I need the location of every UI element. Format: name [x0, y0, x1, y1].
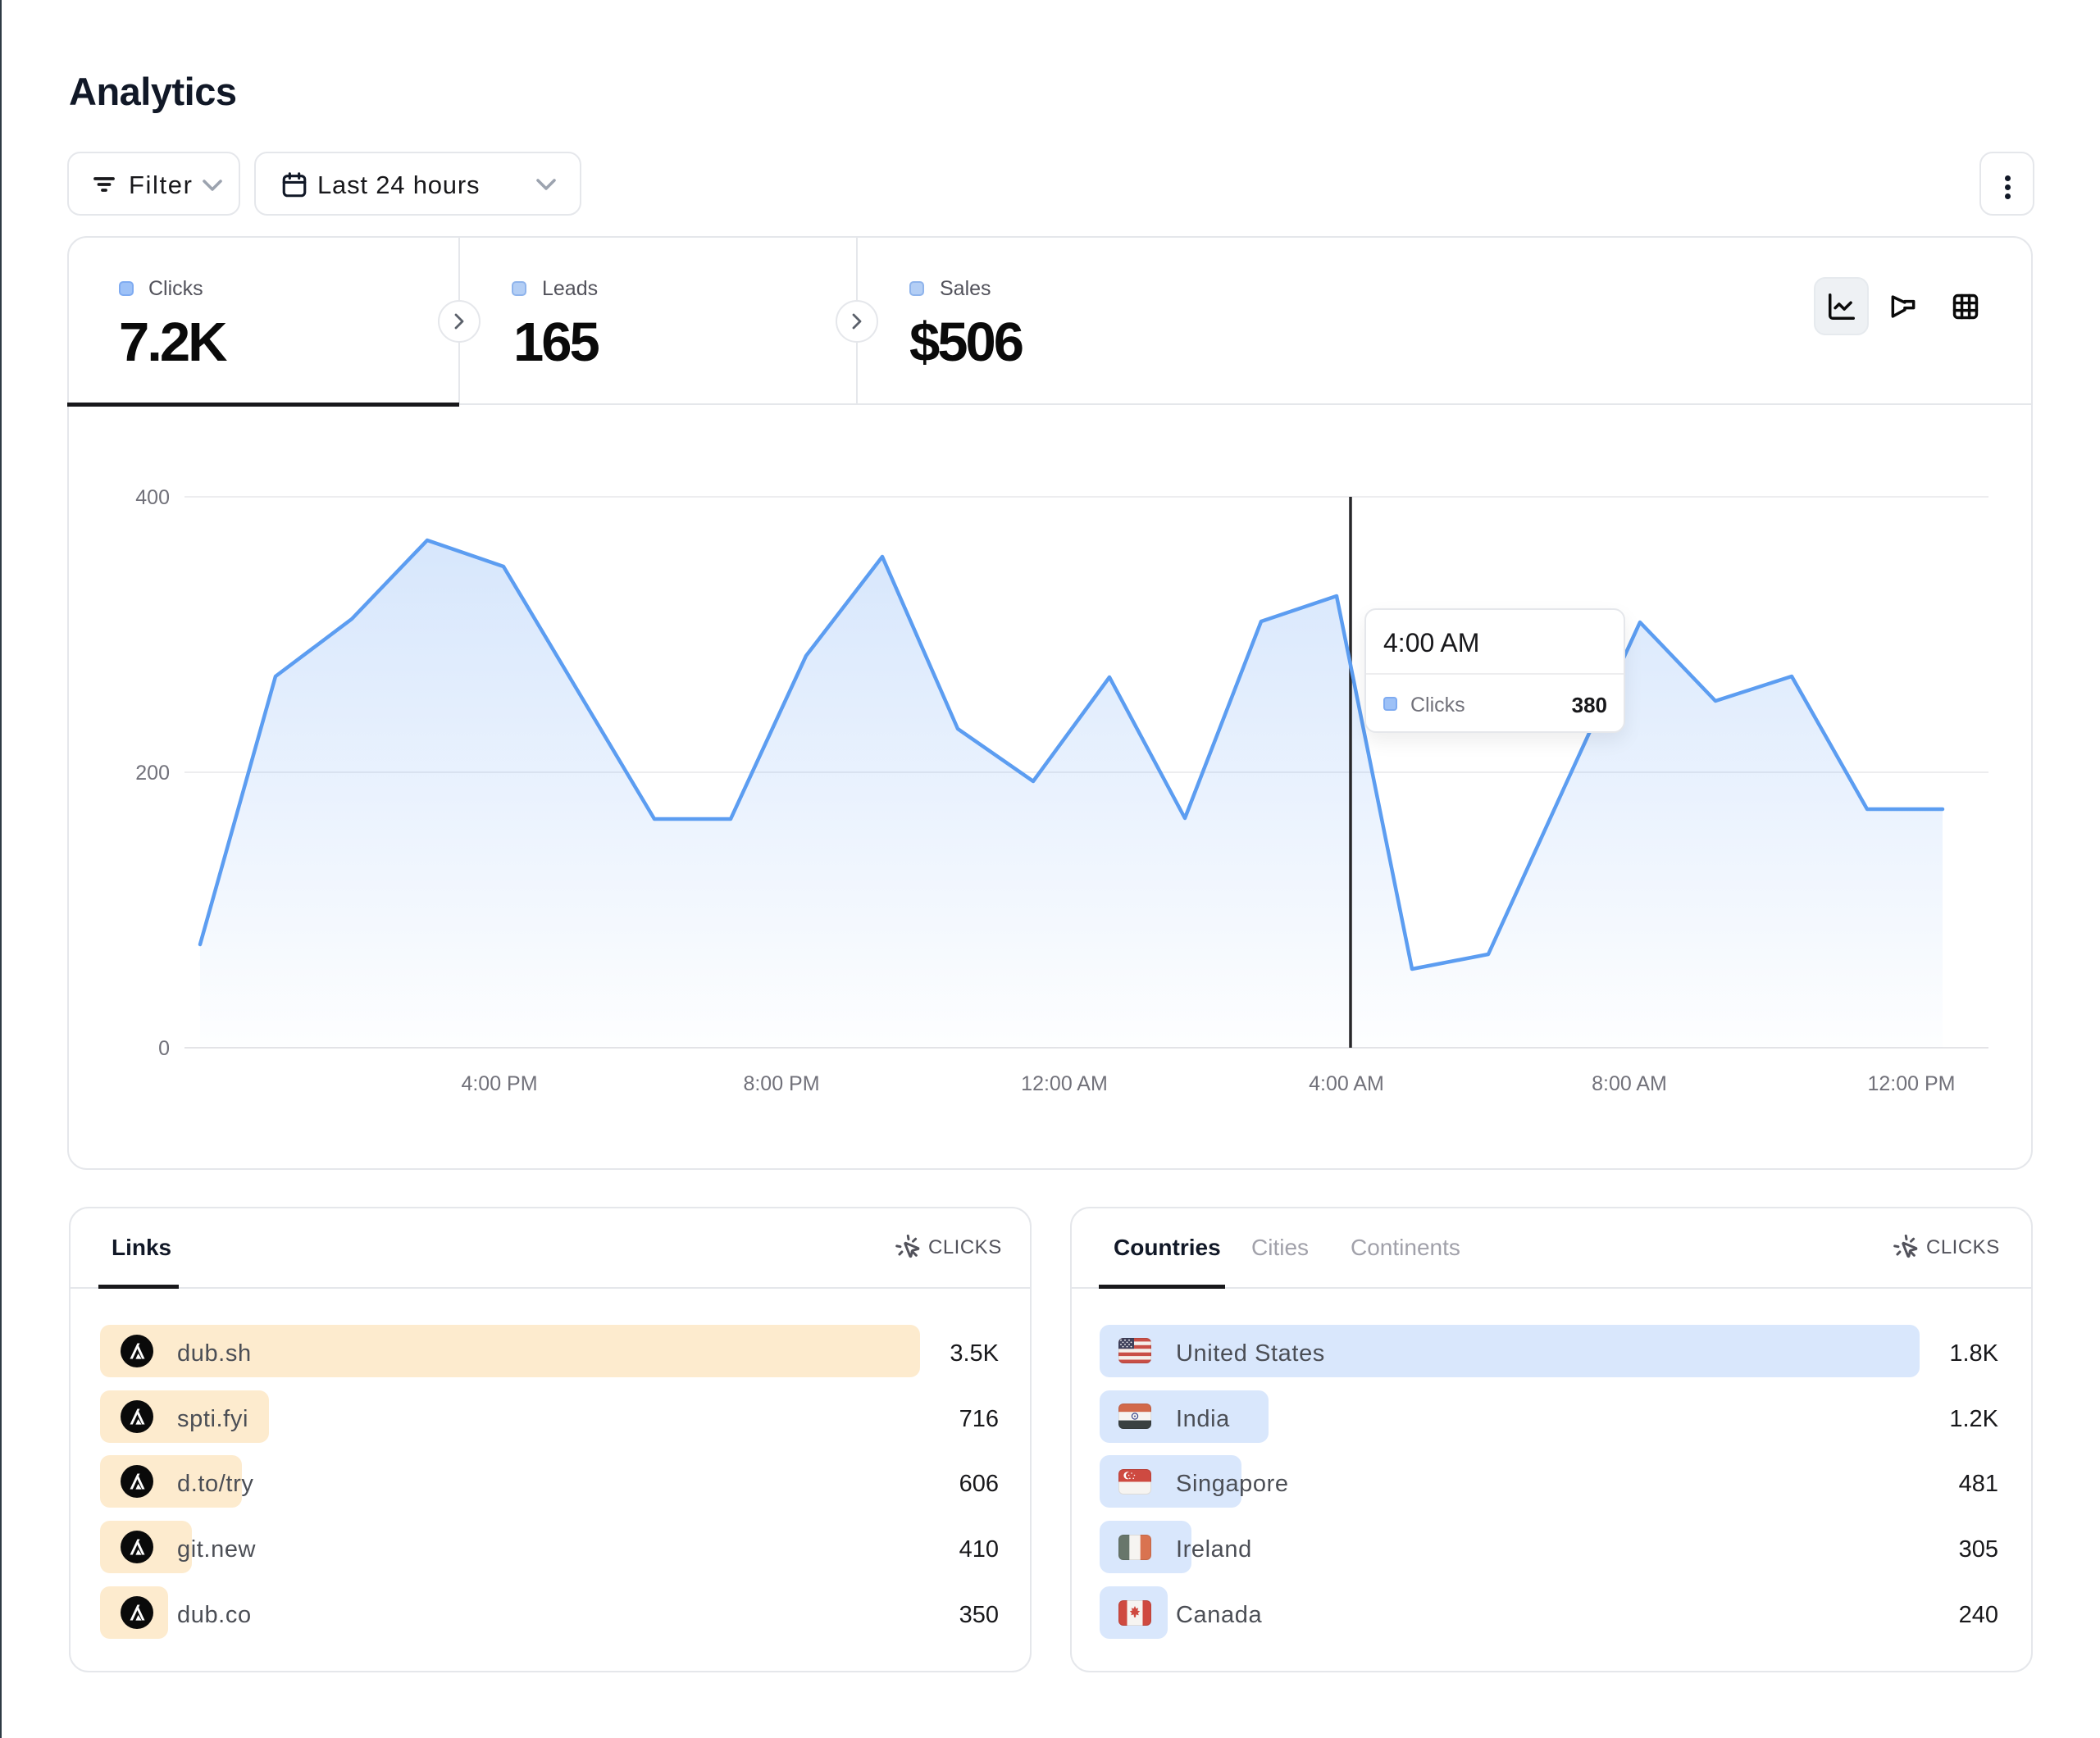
svg-text:200: 200 — [135, 762, 170, 785]
svg-text:4:00 PM: 4:00 PM — [461, 1072, 537, 1095]
svg-text:400: 400 — [135, 486, 170, 509]
svg-text:8:00 AM: 8:00 AM — [1592, 1072, 1667, 1095]
svg-text:12:00 AM: 12:00 AM — [1021, 1072, 1108, 1095]
svg-text:0: 0 — [158, 1037, 170, 1060]
svg-text:12:00 PM: 12:00 PM — [1867, 1072, 1955, 1095]
svg-text:4:00 AM: 4:00 AM — [1309, 1072, 1384, 1095]
svg-text:8:00 PM: 8:00 PM — [743, 1072, 819, 1095]
